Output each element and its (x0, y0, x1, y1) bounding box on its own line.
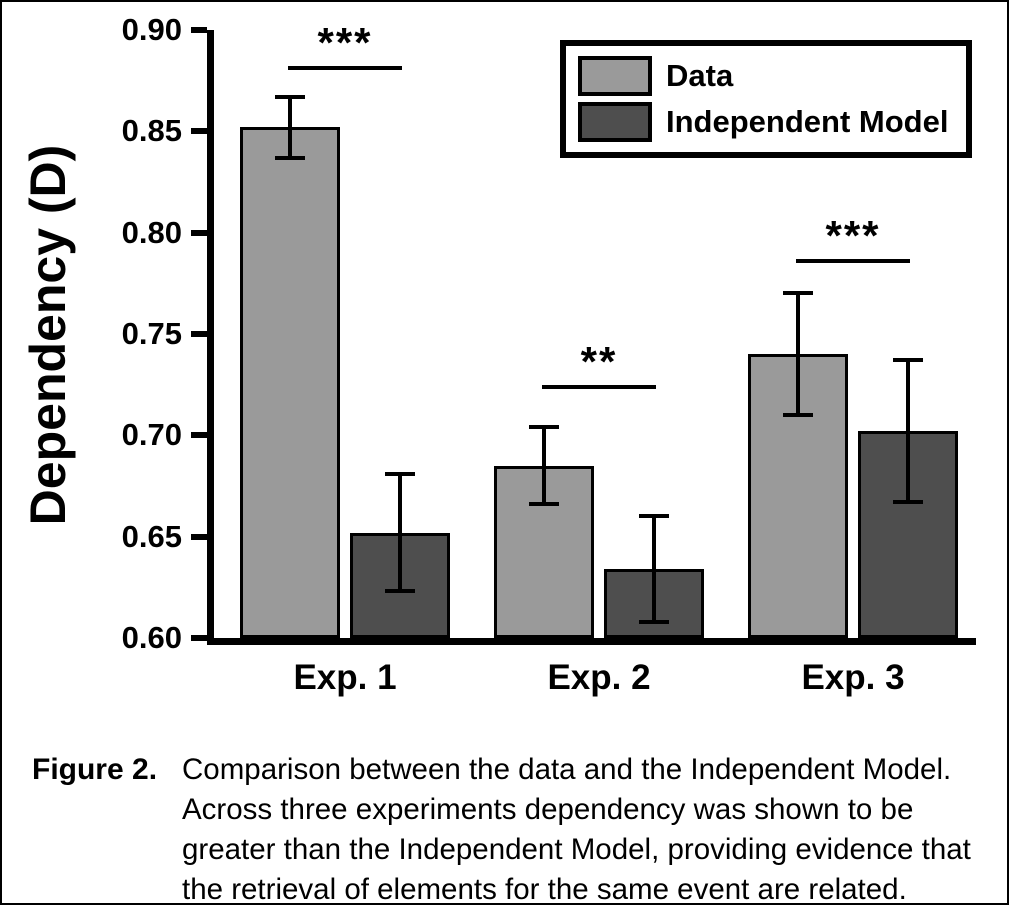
legend-swatch-independent-model (578, 102, 652, 142)
x-axis-label: Exp. 3 (801, 658, 905, 697)
y-tick-label: 0.80 (121, 214, 182, 250)
y-tick-mark (191, 432, 207, 439)
y-tick-mark (191, 128, 207, 135)
legend-item-independent-model: Independent Model (578, 102, 954, 142)
y-tick-label: 0.90 (121, 12, 182, 47)
y-axis-title: Dependency (D) (20, 144, 76, 526)
y-tick-mark (191, 229, 207, 236)
error-bar (398, 473, 402, 592)
error-bar-cap (529, 502, 559, 507)
error-bar (652, 516, 656, 622)
error-bar-cap (275, 155, 305, 160)
significance-line (542, 384, 656, 389)
error-bar-cap (385, 471, 415, 476)
error-bar-cap (385, 589, 415, 594)
y-tick-label: 0.70 (121, 417, 182, 453)
y-tick-mark (191, 27, 207, 33)
error-bar-cap (529, 425, 559, 430)
legend-swatch-data (578, 56, 652, 96)
legend-label-independent-model: Independent Model (666, 104, 949, 139)
bar-data-exp-1 (240, 127, 340, 638)
error-bar-cap (639, 514, 669, 519)
error-bar-cap (893, 500, 923, 505)
y-tick-label: 0.75 (121, 316, 182, 351)
error-bar (796, 293, 800, 416)
y-tick-mark (191, 635, 207, 641)
y-tick-mark (191, 533, 207, 540)
caption-label: Figure 2. (32, 753, 158, 786)
significance-line (796, 259, 910, 263)
significance-stars: *** (825, 212, 881, 259)
legend-item-data: Data (578, 56, 954, 96)
error-bar (288, 96, 292, 158)
significance-stars: ** (580, 337, 618, 385)
y-tick-mark (191, 331, 207, 337)
caption-text: Comparison between the data and the Inde… (182, 753, 971, 905)
error-bar (542, 427, 546, 505)
x-axis-label: Exp. 2 (547, 658, 651, 697)
error-bar-cap (639, 619, 669, 624)
figure-caption: Figure 2. Comparison between the data an… (32, 750, 1002, 905)
y-tick-label: 0.65 (121, 518, 182, 554)
error-bar-cap (893, 358, 923, 363)
plot-area: 0.90 0.85 0.80 0.75 0.70 0.65 0.60 Exp. 1 *** Exp… (122, 12, 976, 697)
error-bar-cap (783, 413, 813, 418)
error-bar-cap (783, 291, 813, 296)
legend: Data Independent Model (560, 40, 972, 158)
significance-line (288, 66, 402, 71)
x-axis-label: Exp. 1 (293, 658, 397, 697)
legend-label-data: Data (666, 58, 734, 93)
error-bar-cap (275, 94, 305, 99)
error-bar (906, 360, 910, 503)
significance-stars: *** (317, 19, 373, 67)
y-tick-label: 0.60 (121, 620, 182, 655)
y-tick-label: 0.85 (121, 113, 182, 149)
